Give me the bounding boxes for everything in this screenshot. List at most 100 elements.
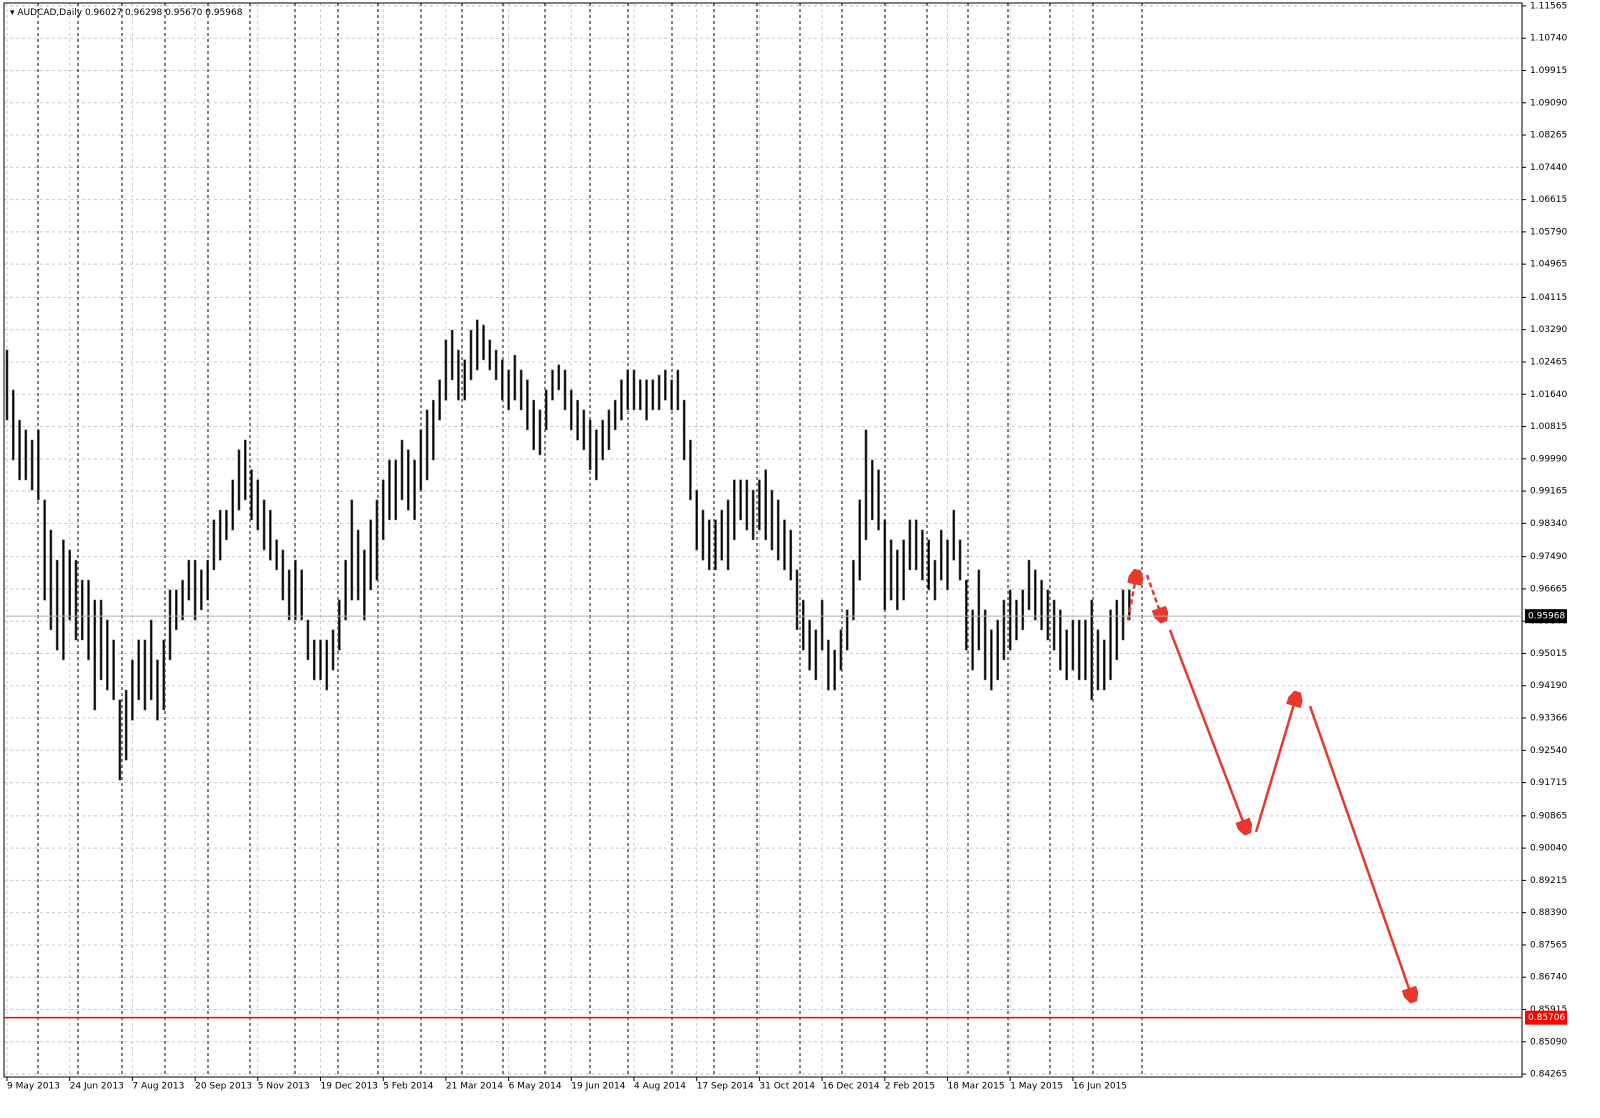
price-bar <box>243 439 247 501</box>
price-bar <box>438 379 441 421</box>
x-tick-label: 7 Aug 2013 <box>132 1082 184 1092</box>
price-bar <box>795 569 799 631</box>
y-tick-label: 0.90040 <box>1530 844 1567 854</box>
price-bar <box>55 559 59 651</box>
y-tick-label: 0.85915 <box>1530 1005 1567 1015</box>
price-bar <box>193 559 197 621</box>
y-tick-label: 1.03290 <box>1530 325 1567 335</box>
y-tick-label: 0.89215 <box>1530 876 1567 886</box>
price-bar <box>269 509 272 561</box>
price-bar <box>1052 599 1056 651</box>
price-bar <box>275 539 278 571</box>
price-bar <box>1109 609 1112 681</box>
price-bar <box>68 549 71 621</box>
price-bar <box>814 629 818 681</box>
arrow <box>1308 705 1413 1000</box>
price-bar <box>701 509 705 561</box>
price-bar <box>137 639 140 701</box>
x-tick-label: 24 Jun 2013 <box>70 1082 124 1092</box>
price-bar <box>206 559 209 601</box>
price-bar <box>776 499 780 561</box>
y-tick-label: 1.11565 <box>1530 1 1567 11</box>
price-bar <box>262 499 266 551</box>
price-bar <box>921 529 924 581</box>
price-bar <box>87 579 90 661</box>
price-bar <box>18 419 21 481</box>
price-bar <box>601 419 604 461</box>
price-bar <box>444 339 448 401</box>
price-bar <box>519 369 523 411</box>
price-bar <box>501 359 504 401</box>
price-bar <box>620 379 623 421</box>
price-bar <box>1015 599 1018 641</box>
x-tick-label: 19 Jun 2014 <box>571 1082 625 1092</box>
price-bar <box>1040 579 1043 631</box>
x-tick-label: 21 Mar 2014 <box>446 1082 503 1092</box>
price-bar <box>1121 589 1125 641</box>
price-bar <box>62 539 65 661</box>
price-bar <box>93 599 97 711</box>
plot-frame <box>3 2 1523 1078</box>
price-bar <box>174 589 178 631</box>
y-tick-label: 0.91715 <box>1530 778 1567 788</box>
price-bar <box>682 399 686 461</box>
price-bar <box>664 369 667 401</box>
price-bar <box>300 569 303 621</box>
price-bar <box>394 459 398 521</box>
open: 0.96027 <box>85 8 122 18</box>
price-bar <box>557 364 561 391</box>
price-bar <box>1102 639 1106 691</box>
chart-header: ▾ AUDCAD,Daily 0.96027 0.96298 0.95670 0… <box>10 8 243 18</box>
price-bar <box>187 559 191 601</box>
price-bar <box>526 379 529 431</box>
price-bar <box>400 439 404 501</box>
price-bar <box>588 419 592 471</box>
price-bar <box>676 369 680 411</box>
price-bar <box>306 619 310 661</box>
price-bar <box>720 509 724 561</box>
x-tick-label: 4 Aug 2014 <box>634 1082 686 1092</box>
price-bar <box>1065 629 1068 681</box>
y-tick-label: 0.99165 <box>1530 487 1567 497</box>
price-bar <box>1033 569 1037 621</box>
price-bar <box>43 499 46 601</box>
y-tick-label: 1.08265 <box>1530 131 1567 141</box>
y-tick-label: 1.09090 <box>1530 98 1567 108</box>
price-bar <box>801 599 805 651</box>
price-bar <box>695 489 699 551</box>
price-bar <box>294 559 297 621</box>
y-tick-label: 1.00815 <box>1530 422 1567 432</box>
y-tick-label: 1.02465 <box>1530 357 1567 367</box>
arrow <box>1168 629 1247 832</box>
price-bar <box>356 529 360 601</box>
price-bar <box>49 529 53 631</box>
price-bar <box>225 509 228 541</box>
price-bar <box>958 539 962 581</box>
price-bar <box>613 399 617 431</box>
price-bar <box>156 659 159 721</box>
y-tick-label: 0.96665 <box>1530 584 1567 594</box>
price-bar <box>37 429 40 501</box>
price-bar <box>845 609 849 651</box>
price-bar <box>74 559 78 641</box>
price-bar <box>287 569 291 621</box>
y-tick-label: 1.04965 <box>1530 260 1567 270</box>
x-tick-label: 31 Oct 2014 <box>759 1082 815 1092</box>
price-bar <box>1027 559 1031 611</box>
price-bar <box>563 369 567 411</box>
price-bar <box>576 399 579 441</box>
price-bar <box>124 689 128 761</box>
x-tick-label: 2 Feb 2015 <box>885 1082 935 1092</box>
level-label: 0.85706 <box>1528 1013 1565 1023</box>
price-bars <box>5 319 1131 781</box>
price-bar <box>450 329 454 381</box>
price-bar <box>331 629 335 671</box>
price-bar <box>369 519 372 591</box>
y-tick-label: 0.86740 <box>1530 973 1567 983</box>
close: 0.95968 <box>205 8 242 18</box>
price-bar <box>607 409 611 451</box>
price-bar <box>475 319 479 371</box>
price-bar <box>5 349 9 421</box>
y-tick-label: 1.10740 <box>1530 34 1567 44</box>
price-bar <box>406 449 410 511</box>
